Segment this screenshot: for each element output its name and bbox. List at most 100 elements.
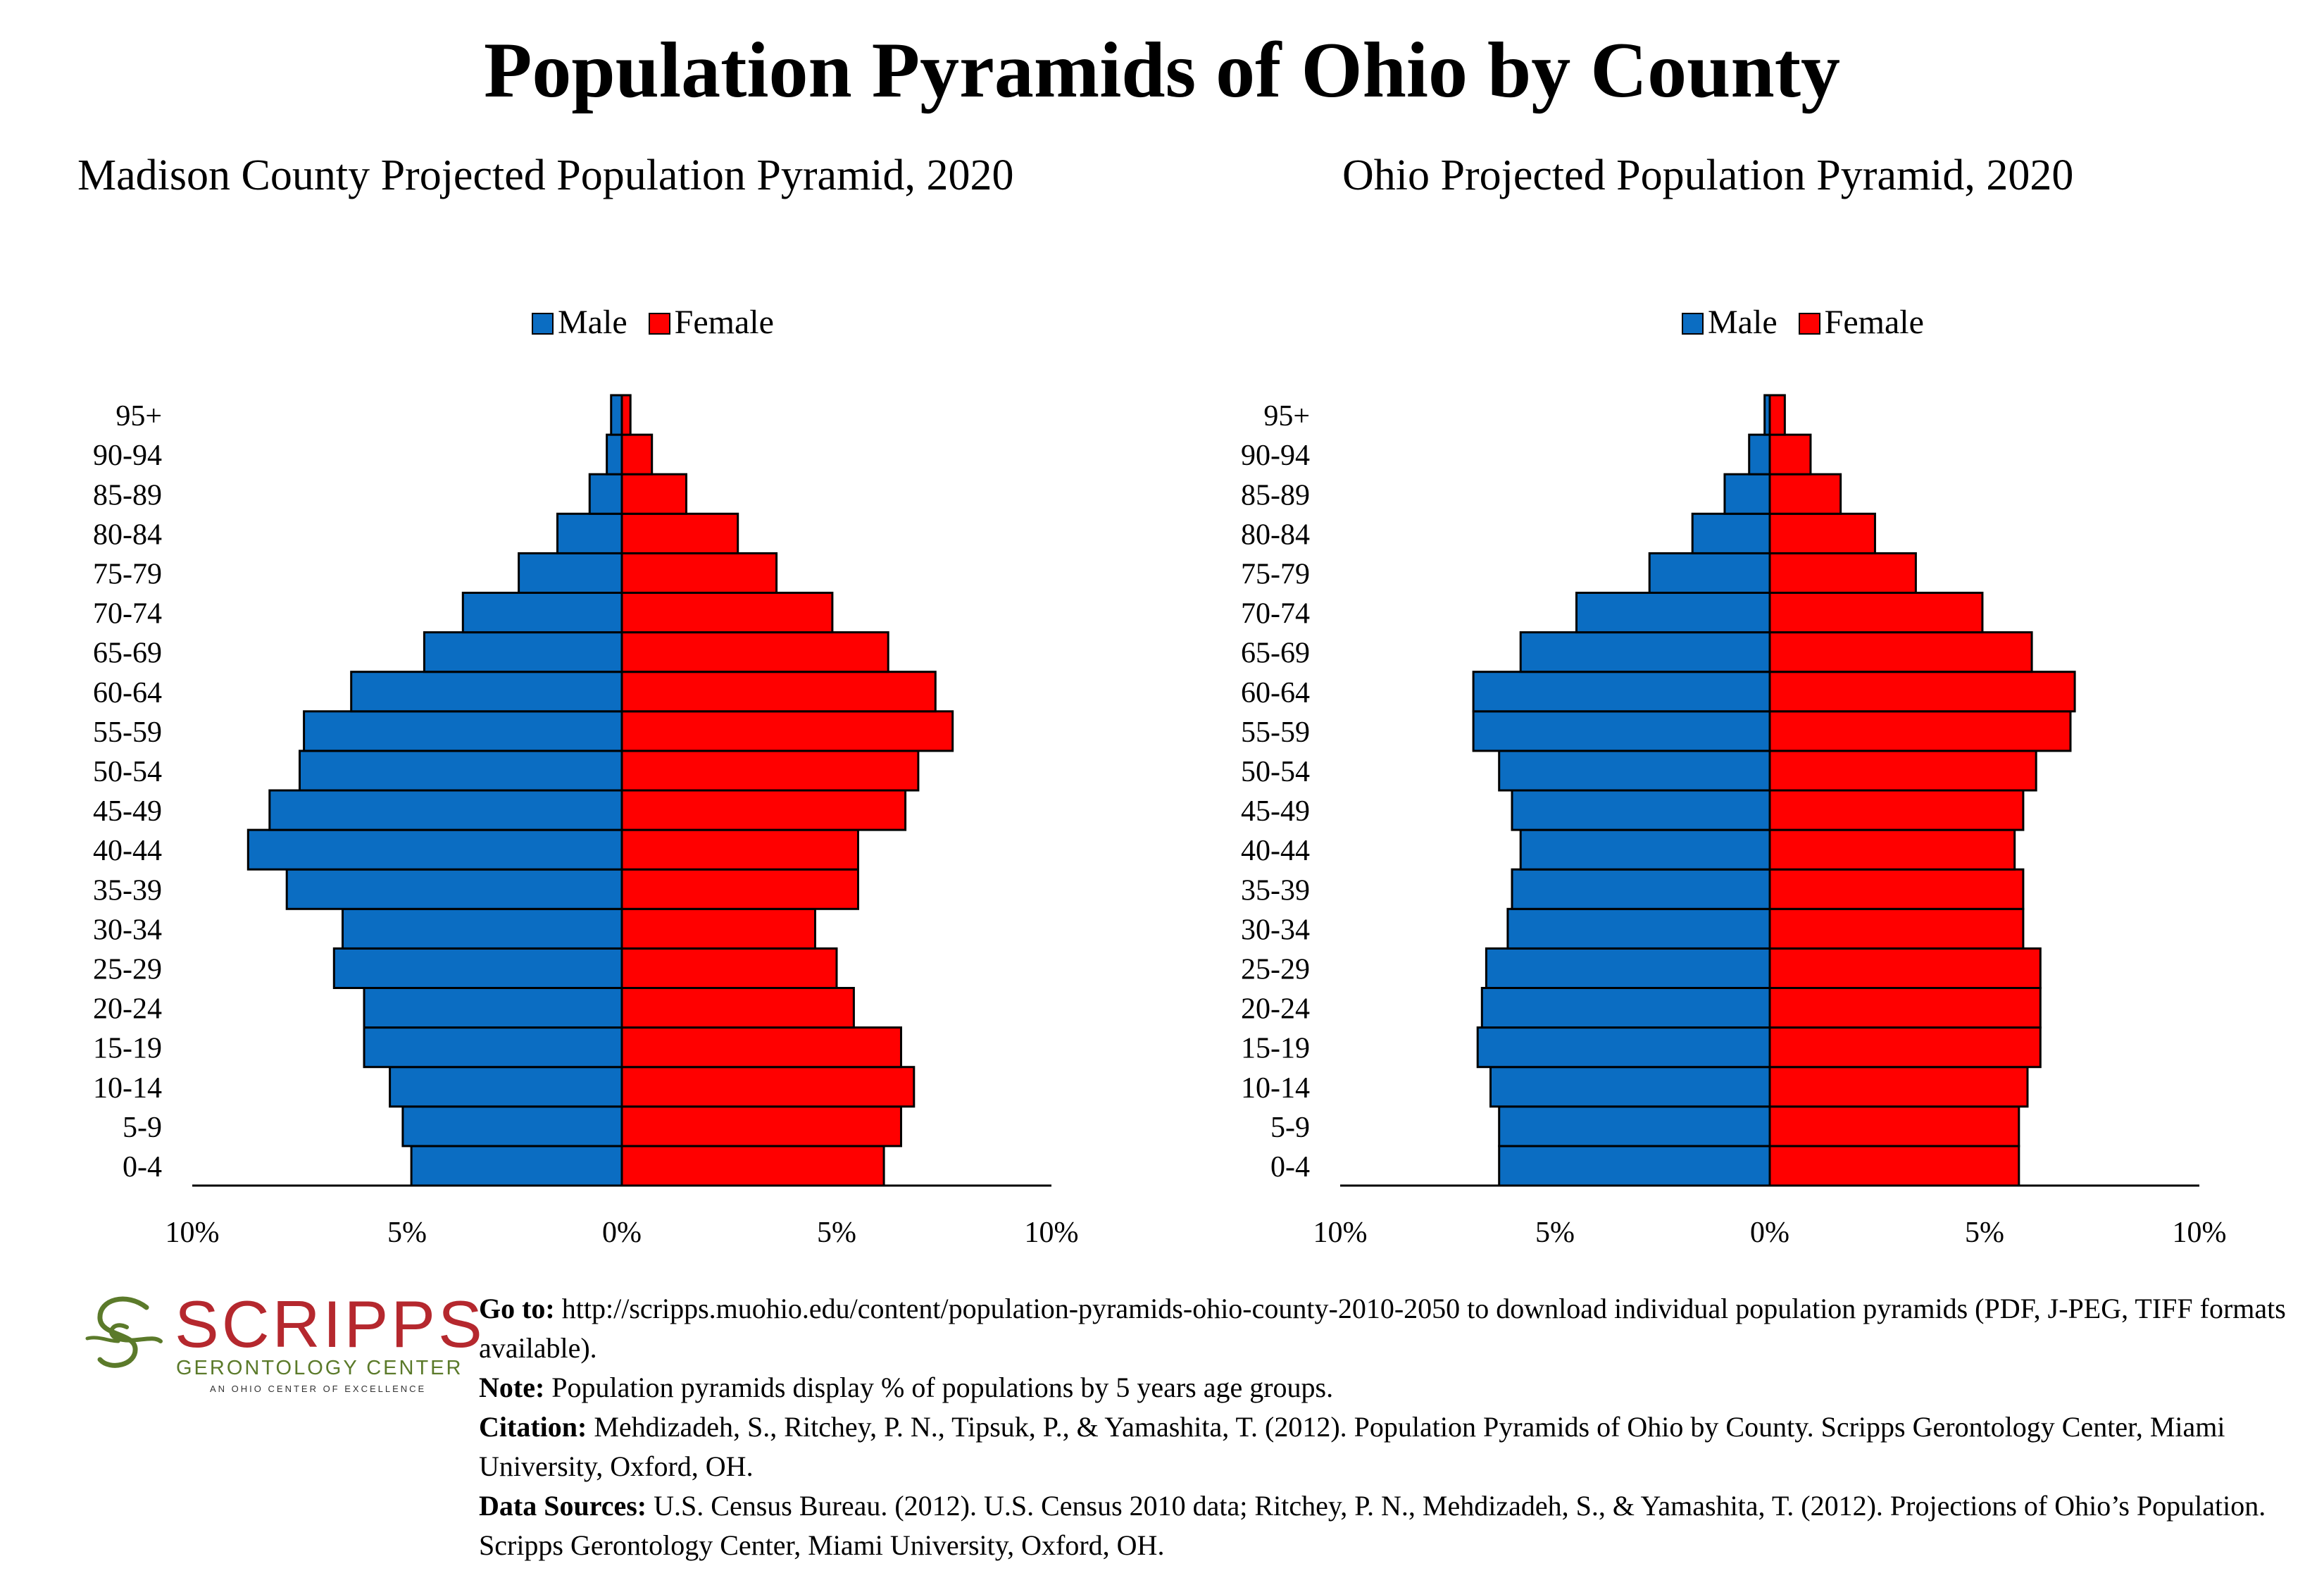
female-bar-65-69	[1768, 631, 2033, 673]
male-bar-80-84	[556, 512, 623, 554]
x-tick-label: 10%	[2173, 1217, 2227, 1249]
note-label: Note:	[479, 1372, 545, 1403]
citation-text: Mehdizadeh, S., Ritchey, P. N., Tipsuk, …	[479, 1411, 2225, 1482]
age-label-10-14: 10-14	[93, 1072, 162, 1105]
chart-title: Madison County Projected Population Pyra…	[77, 151, 1014, 199]
female-bar-80-84	[620, 512, 739, 554]
male-bar-20-24	[1480, 987, 1771, 1029]
age-label-90-94: 90-94	[1241, 440, 1310, 472]
citation-label: Citation:	[479, 1411, 587, 1443]
female-bar-65-69	[620, 631, 889, 673]
female-bar-25-29	[620, 947, 838, 990]
male-bar-95+	[610, 394, 623, 436]
male-bar-10-14	[1489, 1066, 1771, 1108]
male-bar-85-89	[1723, 473, 1771, 515]
male-bar-35-39	[285, 868, 623, 910]
male-bar-45-49	[268, 789, 623, 831]
legend-female: Female	[648, 304, 774, 341]
age-label-55-59: 55-59	[1241, 716, 1310, 749]
age-label-80-84: 80-84	[93, 518, 162, 551]
male-bar-5-9	[401, 1105, 623, 1148]
female-bar-55-59	[620, 710, 954, 752]
male-bar-60-64	[350, 671, 623, 713]
female-bar-15-19	[620, 1026, 902, 1069]
sources-label: Data Sources:	[479, 1490, 647, 1522]
logo-swirl-icon	[85, 1296, 163, 1368]
female-bar-10-14	[1768, 1066, 2029, 1108]
female-bar-75-79	[1768, 552, 1917, 595]
female-bar-15-19	[1768, 1026, 2042, 1069]
female-bar-50-54	[620, 750, 920, 792]
male-bar-70-74	[461, 592, 623, 634]
footer: SCRIPPS GERONTOLOGY CENTER AN OHIO CENTE…	[85, 1289, 2324, 1571]
female-bar-10-14	[620, 1066, 916, 1108]
male-bar-55-59	[1472, 710, 1771, 752]
female-bar-5-9	[620, 1105, 902, 1148]
age-label-5-9: 5-9	[123, 1112, 162, 1144]
age-label-20-24: 20-24	[93, 993, 162, 1026]
age-label-55-59: 55-59	[93, 716, 162, 749]
female-bar-60-64	[1768, 671, 2076, 713]
goto-note: Go to: http://scripps.muohio.edu/content…	[479, 1289, 2296, 1368]
female-bar-50-54	[1768, 750, 2037, 792]
age-label-90-94: 90-94	[93, 440, 162, 472]
page-title: Population Pyramids of Ohio by County	[483, 27, 1841, 114]
note-text: Population pyramids display % of populat…	[544, 1372, 1334, 1403]
legend-male-swatch	[1682, 313, 1704, 335]
age-label-15-19: 15-19	[1241, 1033, 1310, 1065]
male-bar-0-4	[410, 1145, 623, 1187]
female-bar-5-9	[1768, 1105, 2020, 1148]
male-bar-50-54	[299, 750, 623, 792]
chart-title: Ohio Projected Population Pyramid, 2020	[1342, 151, 2074, 199]
x-tick-label: 5%	[817, 1217, 856, 1249]
age-label-60-64: 60-64	[1241, 677, 1310, 709]
logo-tagline: AN OHIO CENTER OF EXCELLENCE	[210, 1384, 427, 1394]
female-bar-45-49	[620, 789, 907, 831]
male-bar-10-14	[389, 1066, 623, 1108]
madison-pyramid-plot: 0-4 5-9 10-14 15-19 20-24 25-29 30-34 35-39 40-4…	[93, 394, 1079, 1249]
male-bar-25-29	[332, 947, 623, 990]
legend-male-swatch	[532, 313, 554, 335]
age-label-85-89: 85-89	[93, 479, 162, 511]
male-bar-50-54	[1498, 750, 1771, 792]
age-label-5-9: 5-9	[1270, 1112, 1310, 1144]
female-bar-25-29	[1768, 947, 2042, 990]
goto-text: http://scripps.muohio.edu/content/popula…	[479, 1293, 2286, 1364]
age-label-25-29: 25-29	[93, 953, 162, 986]
x-tick-label: 0%	[602, 1217, 642, 1249]
male-bar-55-59	[303, 710, 623, 752]
x-tick-label: 10%	[1025, 1217, 1079, 1249]
chart-legend: Male Female	[532, 303, 787, 342]
age-label-0-4: 0-4	[1270, 1151, 1310, 1183]
legend-female: Female	[1798, 304, 1924, 341]
age-label-40-44: 40-44	[93, 835, 162, 867]
age-label-80-84: 80-84	[1241, 518, 1310, 551]
female-bar-70-74	[620, 592, 834, 634]
legend-male-label: Male	[1708, 304, 1778, 341]
legend-male: Male	[532, 304, 627, 341]
data-sources-note: Data Sources: U.S. Census Bureau. (2012)…	[479, 1486, 2296, 1565]
female-bar-45-49	[1768, 789, 2025, 831]
female-bar-20-24	[1768, 987, 2042, 1029]
legend-male: Male	[1682, 304, 1778, 341]
male-bar-40-44	[1519, 828, 1771, 871]
age-label-35-39: 35-39	[1241, 874, 1310, 907]
male-bar-15-19	[363, 1026, 623, 1069]
male-bar-30-34	[342, 907, 623, 950]
chart-legend: Male Female	[1682, 303, 1937, 342]
age-label-95+: 95+	[1263, 400, 1310, 433]
male-bar-5-9	[1498, 1105, 1771, 1148]
age-label-25-29: 25-29	[1241, 953, 1310, 986]
female-bar-35-39	[1768, 868, 2025, 910]
logo-wordmark: SCRIPPS	[175, 1287, 485, 1361]
legend-female-label: Female	[1824, 304, 1924, 341]
female-bar-90-94	[620, 433, 654, 476]
male-bar-25-29	[1485, 947, 1771, 990]
female-bar-40-44	[620, 828, 859, 871]
female-bar-0-4	[620, 1145, 885, 1187]
age-label-95+: 95+	[115, 400, 162, 433]
logo-subtitle: GERONTOLOGY CENTER	[176, 1357, 463, 1379]
age-label-50-54: 50-54	[1241, 756, 1310, 788]
age-label-45-49: 45-49	[93, 795, 162, 828]
male-bar-30-34	[1506, 907, 1771, 950]
